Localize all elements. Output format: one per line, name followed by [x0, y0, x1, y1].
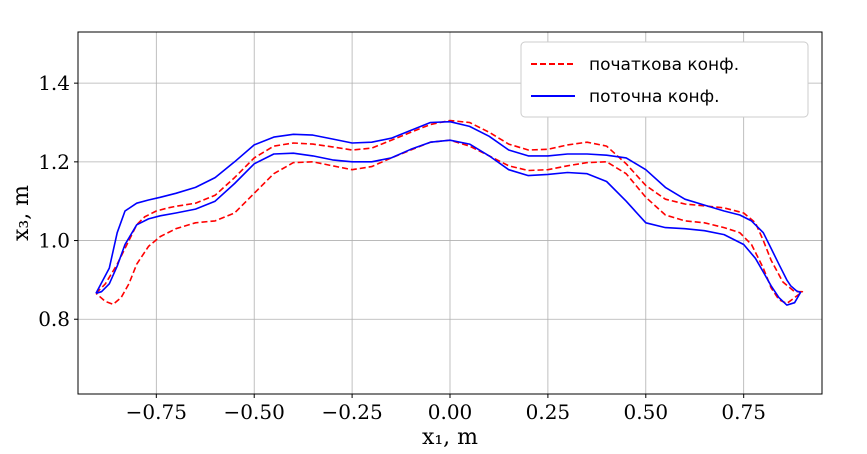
- y-tick-label: 1.2: [38, 150, 70, 174]
- x-tick-label: 0.75: [721, 400, 766, 424]
- legend-label-initial: початкова конф.: [589, 55, 739, 75]
- x-tick-label: −0.75: [126, 400, 187, 424]
- series-line-current: [95, 120, 802, 306]
- x-tick-label: −0.25: [321, 400, 382, 424]
- x-tick-label: −0.50: [224, 400, 285, 424]
- y-tick-label: 1.0: [38, 229, 70, 253]
- x-axis-label: x₁, m: [422, 425, 478, 450]
- legend: початкова конф. поточна конф.: [520, 41, 809, 118]
- x-tick-label: 0.50: [624, 400, 669, 424]
- legend-label-current: поточна конф.: [589, 87, 720, 107]
- legend-box: [520, 41, 809, 118]
- y-axis-label: x₃, m: [9, 185, 34, 241]
- ticks: −0.75 −0.50 −0.25 0.00 0.25 0.50 0.75 0.8 1.0 1.2…: [38, 71, 766, 424]
- y-tick-label: 0.8: [38, 307, 70, 331]
- x-tick-label: 0.25: [526, 400, 571, 424]
- series-layer: [95, 119, 804, 306]
- x-tick-label: 0.00: [428, 400, 473, 424]
- y-tick-label: 1.4: [38, 71, 70, 95]
